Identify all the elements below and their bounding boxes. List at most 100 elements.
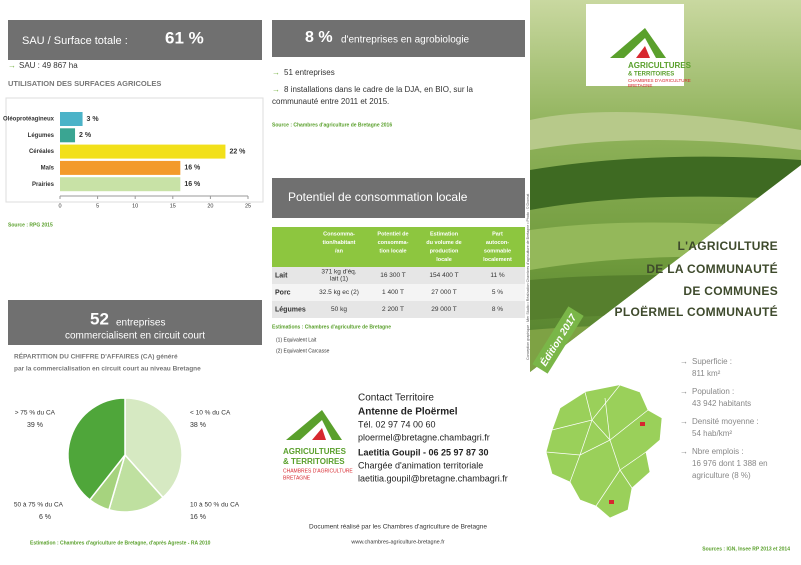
arrow: →	[680, 417, 688, 426]
slice-value: 16 %	[190, 514, 206, 521]
pie-slice	[124, 397, 183, 499]
x-tick-label: 15	[170, 203, 176, 209]
stat-value: agriculture (8 %)	[692, 471, 751, 480]
table-cell: 1 400 T	[382, 289, 404, 296]
chart-title: UTILISATION DES SURFACES AGRICOLES	[8, 79, 161, 88]
x-tick-label: 0	[58, 203, 61, 209]
stat-label: Superficie :	[692, 357, 732, 366]
table-cell: 50 kg	[331, 306, 347, 313]
value-label: 22 %	[229, 148, 246, 155]
note: (2) Equivalent Carcasse	[276, 348, 330, 354]
stat-value: 16 976 dont 1 388 en	[692, 459, 768, 468]
logo-region: BRETAGNE	[628, 83, 652, 88]
table-cell: 2 200 T	[382, 306, 404, 313]
arrow: →	[272, 68, 280, 77]
slice-label: 10 à 50 % du CA	[190, 502, 240, 509]
row-label: Lait	[275, 272, 288, 279]
column-header: production	[430, 248, 459, 254]
x-tick-label: 25	[245, 203, 251, 209]
contact: Chargée d'animation territoriale	[358, 460, 483, 470]
chart-title: par la commercialisation en circuit cour…	[14, 366, 201, 373]
column-header: tion locale	[379, 248, 406, 254]
table-header	[272, 227, 525, 267]
x-tick-label: 20	[207, 203, 213, 209]
slice-value: 6 %	[39, 514, 51, 521]
item: 51 entreprises	[284, 68, 335, 77]
column-header: consomma-	[378, 240, 409, 246]
chart-frame	[5, 97, 264, 203]
logo-name: AGRICULTURES	[283, 447, 347, 456]
table-cell: 11 %	[490, 272, 505, 279]
category-label: Légumes	[28, 133, 55, 139]
arrow: →	[272, 85, 280, 94]
category-label: Maïs	[41, 165, 55, 171]
note: (1) Equivalent Lait	[276, 337, 317, 343]
arrow: →	[8, 61, 16, 70]
category-label: Prairies	[32, 182, 55, 188]
row-label: Légumes	[275, 306, 306, 313]
column-header: Consomma-	[323, 231, 355, 237]
logo	[610, 28, 666, 58]
table-row	[272, 267, 525, 284]
item: 8 installations dans le cadre de la DJA,…	[284, 85, 474, 94]
stat-label: Nbre emplois :	[692, 447, 744, 456]
value-label: 3 %	[87, 116, 100, 123]
category-label: Oléoprotéagineux	[3, 117, 55, 123]
slice-value: 39 %	[27, 422, 43, 429]
table-cell: 5 %	[492, 289, 503, 296]
contact: laetitia.goupil@bretagne.chambagri.fr	[358, 473, 508, 483]
source: Estimation : Chambres d'agriculture de B…	[30, 540, 211, 546]
header-box	[8, 300, 262, 345]
bar	[60, 144, 226, 159]
source: Estimations : Chambres d'agriculture de …	[272, 324, 391, 330]
logo-region: BRETAGNE	[283, 475, 311, 481]
contact: Tél. 02 97 74 00 60	[358, 419, 436, 429]
table-cell: 16 300 T	[380, 272, 406, 279]
header-box	[8, 20, 262, 60]
contact: Contact Territoire	[358, 393, 434, 404]
item: communauté entre 2011 et 2015.	[272, 97, 389, 106]
table-cell: 32.5 kg ec (2)	[319, 289, 359, 296]
slice-label: < 10 % du CA	[190, 410, 231, 417]
source: Sources : IGN, Insee RP 2013 et 2014	[702, 546, 790, 552]
bar	[60, 128, 76, 143]
column-header: localement	[483, 257, 512, 263]
table-row	[272, 301, 525, 318]
contact: Antenne de Ploërmel	[358, 407, 458, 418]
x-tick-label: 5	[96, 203, 99, 209]
chart-title: RÉPARTITION DU CHIFFRE D'AFFAIRES (CA) g…	[14, 352, 178, 361]
table-cell: 27 000 T	[431, 289, 457, 296]
row-label: Porc	[275, 289, 291, 296]
header-text: entreprises	[116, 318, 165, 329]
column-header: tion/habitant	[323, 240, 356, 246]
logo-name: AGRICULTURES	[628, 61, 692, 70]
arrow: →	[680, 387, 688, 396]
stat-value: 54 hab/km²	[692, 429, 732, 438]
column-header: sommable	[484, 248, 511, 254]
logo	[286, 410, 342, 440]
credits: Conception graphique : Mer Studio • Réal…	[526, 194, 530, 360]
table-cell: 371 kg d'éq.	[321, 269, 356, 276]
footer: Document réalisé par les Chambres d'agri…	[309, 524, 487, 531]
cover-title: DE COMMUNES	[683, 284, 778, 298]
stat-label: Population :	[692, 387, 734, 396]
table-cell: 154 400 T	[429, 272, 458, 279]
cover-title: L'AGRICULTURE	[677, 239, 778, 253]
pie-slice	[67, 397, 126, 501]
source: Source : Chambres d'agriculture de Breta…	[272, 122, 392, 128]
category-label: Céréales	[29, 149, 55, 155]
map	[545, 384, 663, 519]
header-box	[272, 178, 525, 218]
table-row	[272, 284, 525, 301]
column-header: autocon-	[486, 240, 509, 246]
bar	[60, 177, 181, 192]
logo-sub: & TERRITOIRES	[283, 457, 345, 466]
header-box	[272, 20, 525, 57]
cover-title: PLOËRMEL COMMUNAUTÉ	[615, 304, 778, 319]
cover-title: DE LA COMMUNAUTÉ	[646, 261, 778, 276]
header-text: d'entreprises en agrobiologie	[341, 35, 470, 46]
pie-slice	[108, 453, 165, 513]
arrow: →	[680, 447, 688, 456]
bar	[60, 112, 83, 126]
